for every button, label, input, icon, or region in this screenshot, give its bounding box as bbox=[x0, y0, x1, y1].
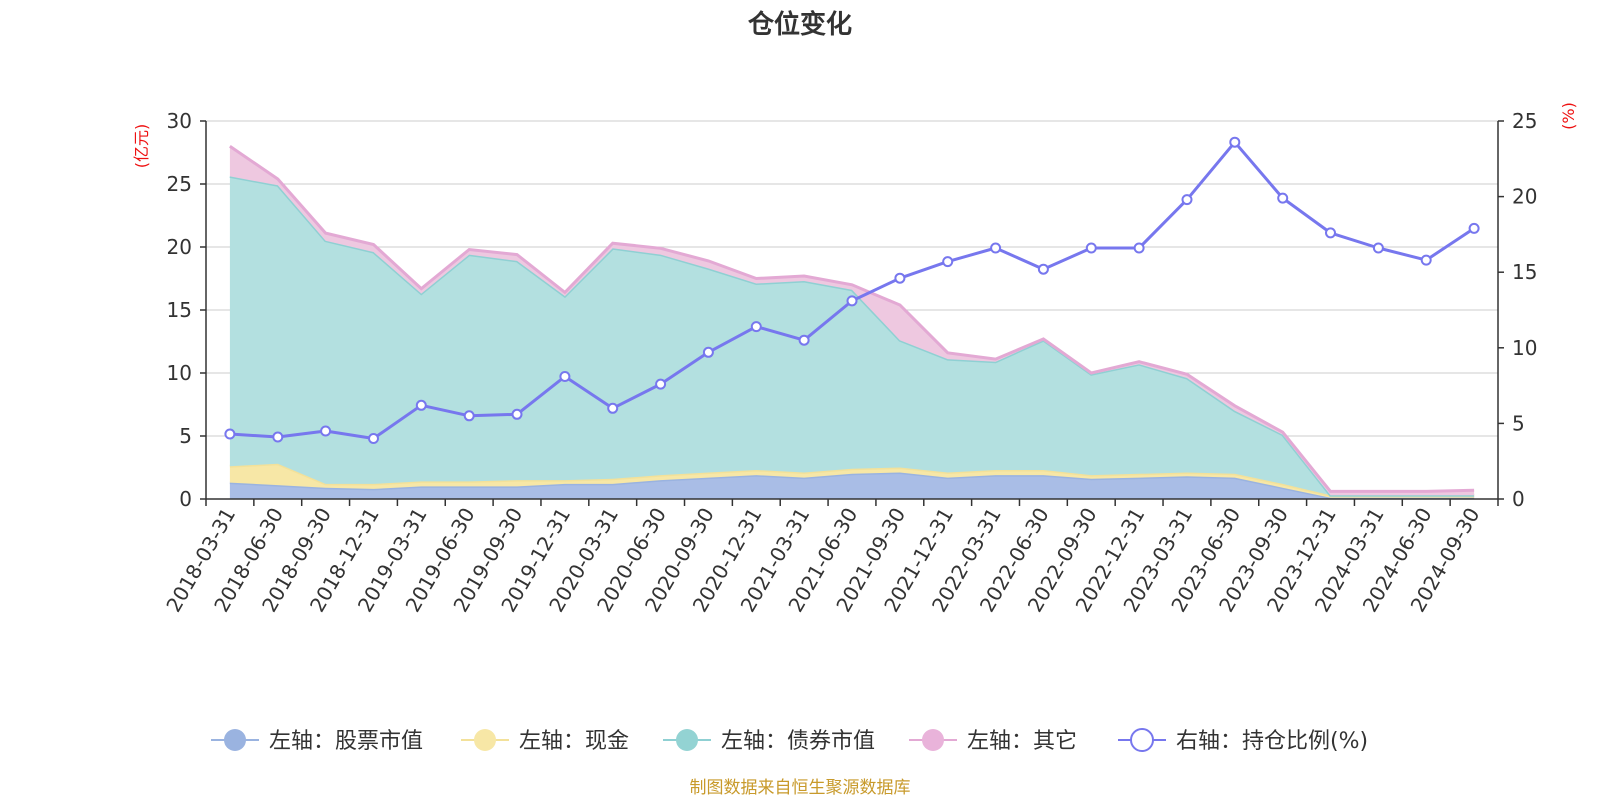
ratio-point[interactable] bbox=[1468, 222, 1480, 234]
ratio-point[interactable] bbox=[1277, 192, 1289, 204]
ratio-point[interactable] bbox=[702, 346, 714, 358]
right-axis-unit: (%) bbox=[1559, 102, 1578, 130]
area-layer bbox=[229, 144, 1475, 500]
legend-label: 左轴：其它 bbox=[967, 729, 1077, 754]
legend-item-ratio[interactable]: 右轴：持仓比例(%) bbox=[1118, 728, 1368, 754]
left-tick-label: 30 bbox=[167, 109, 192, 133]
ratio-point[interactable] bbox=[559, 371, 571, 382]
ratio-line-layer bbox=[224, 136, 1480, 444]
left-tick-label: 10 bbox=[167, 361, 192, 385]
ratio-point[interactable] bbox=[1325, 227, 1336, 239]
ratio-point[interactable] bbox=[942, 256, 954, 268]
ratio-point[interactable] bbox=[1133, 242, 1145, 254]
left-tick-label: 20 bbox=[167, 235, 192, 259]
right-tick-label: 15 bbox=[1512, 260, 1537, 284]
legend-item-bond[interactable]: 左轴：债券市值 bbox=[663, 729, 875, 754]
left-tick-label: 15 bbox=[167, 298, 192, 322]
ratio-point[interactable] bbox=[750, 321, 762, 333]
ratio-point[interactable] bbox=[1085, 242, 1097, 254]
left-tick-label: 25 bbox=[167, 172, 192, 196]
ratio-point[interactable] bbox=[1229, 136, 1241, 148]
right-tick-label: 20 bbox=[1512, 185, 1537, 209]
ratio-point[interactable] bbox=[224, 428, 236, 440]
area-stock bbox=[229, 472, 1475, 499]
ratio-point[interactable] bbox=[320, 425, 332, 437]
legend-label: 左轴：股票市值 bbox=[269, 729, 423, 754]
legend-marker bbox=[474, 729, 496, 751]
legend-label: 右轴：持仓比例(%) bbox=[1176, 729, 1368, 754]
ratio-point[interactable] bbox=[1372, 242, 1384, 254]
legend: 左轴：股票市值 左轴：现金 左轴：债券市值 左轴：其它 右轴：持仓比例(%) bbox=[211, 728, 1368, 754]
ratio-point[interactable] bbox=[798, 334, 810, 346]
right-tick-label: 25 bbox=[1512, 109, 1537, 133]
ratio-point[interactable] bbox=[511, 408, 523, 420]
chart-title: 仓位变化 bbox=[747, 9, 852, 40]
right-tick-label: 0 bbox=[1512, 487, 1525, 511]
ratio-point[interactable] bbox=[1420, 254, 1432, 266]
ratio-point[interactable] bbox=[894, 272, 906, 284]
ratio-point[interactable] bbox=[368, 433, 379, 444]
ratio-point[interactable] bbox=[463, 410, 475, 422]
ratio-point[interactable] bbox=[1037, 263, 1049, 275]
legend-item-stock[interactable]: 左轴：股票市值 bbox=[211, 729, 423, 754]
left-tick-label: 5 bbox=[179, 424, 192, 448]
data-source-note: 制图数据来自恒生聚源数据库 bbox=[690, 778, 911, 798]
ratio-point[interactable] bbox=[990, 242, 1002, 254]
ratio-point[interactable] bbox=[655, 378, 667, 390]
area-cash bbox=[229, 463, 1475, 498]
legend-label: 左轴：现金 bbox=[519, 729, 629, 754]
legend-label: 左轴：债券市值 bbox=[721, 729, 875, 754]
legend-item-cash[interactable]: 左轴：现金 bbox=[461, 729, 629, 754]
legend-marker bbox=[922, 729, 944, 751]
left-axis-unit: (亿元) bbox=[132, 124, 151, 169]
right-tick-label: 5 bbox=[1512, 411, 1525, 435]
legend-marker bbox=[676, 729, 698, 751]
ratio-point[interactable] bbox=[846, 295, 858, 307]
legend-marker bbox=[224, 729, 246, 751]
ratio-point[interactable] bbox=[1181, 194, 1193, 206]
right-tick-label: 10 bbox=[1512, 336, 1537, 360]
legend-marker bbox=[1130, 728, 1154, 752]
left-tick-label: 0 bbox=[179, 487, 192, 511]
legend-item-other[interactable]: 左轴：其它 bbox=[909, 729, 1077, 754]
ratio-point[interactable] bbox=[272, 431, 284, 443]
area-edge-other bbox=[229, 144, 1475, 493]
ratio-point[interactable] bbox=[607, 402, 619, 414]
ratio-point[interactable] bbox=[415, 399, 427, 411]
area-bond bbox=[229, 176, 1475, 496]
